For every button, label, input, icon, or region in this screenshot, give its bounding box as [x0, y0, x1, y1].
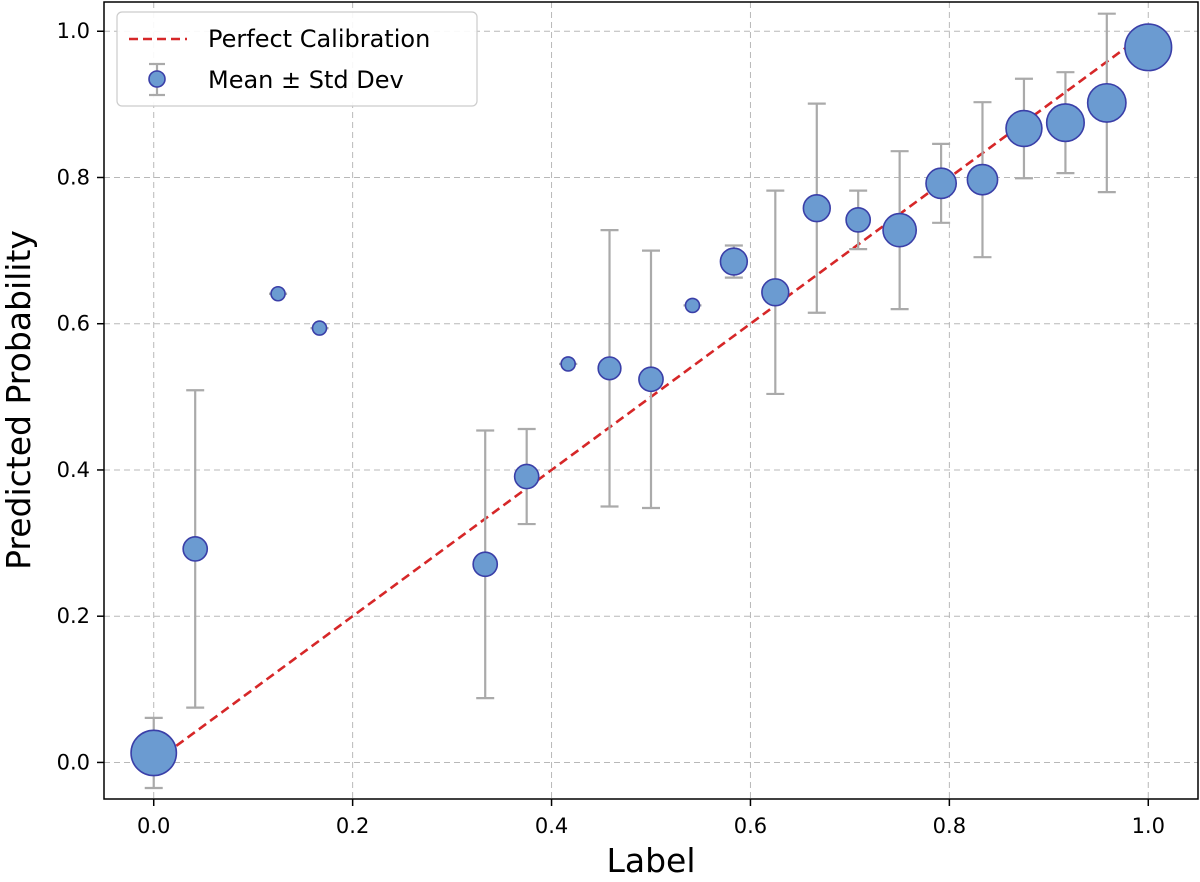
data-point [925, 167, 958, 200]
y-tick-label: 1.0 [57, 19, 90, 43]
data-point [1005, 109, 1043, 148]
data-point [1045, 103, 1085, 143]
y-tick-label: 0.4 [57, 458, 90, 482]
data-point [560, 356, 576, 372]
x-tick-label: 0.2 [336, 814, 369, 838]
data-point [1124, 23, 1173, 72]
data-point [761, 278, 790, 307]
data-point [966, 163, 999, 196]
y-tick-label: 0.8 [57, 165, 90, 189]
y-tick-label: 0.6 [57, 312, 90, 336]
data-point [719, 247, 749, 276]
legend-label-mean-std: Mean ± Std Dev [208, 66, 404, 94]
data-point [845, 207, 872, 233]
data-point [638, 366, 664, 393]
data-point [513, 463, 540, 490]
x-tick-label: 1.0 [1132, 814, 1165, 838]
data-point [472, 551, 499, 578]
data-point [182, 536, 209, 562]
legend-marker-icon [148, 70, 166, 88]
data-point [802, 193, 831, 223]
data-point [684, 297, 701, 314]
x-tick-label: 0.6 [734, 814, 767, 838]
x-tick-label: 0.0 [137, 814, 170, 838]
data-point [311, 320, 328, 336]
data-point [130, 729, 178, 777]
legend-label-perfect-calibration: Perfect Calibration [208, 25, 430, 53]
data-point [270, 285, 286, 302]
legend-box [116, 11, 478, 107]
x-tick-label: 0.4 [535, 814, 568, 838]
x-axis-title: Label [606, 841, 695, 878]
legend: Perfect Calibration Mean ± Std Dev [116, 11, 478, 107]
data-point [882, 212, 918, 248]
plot-frame [103, 1, 1199, 800]
y-tick-label: 0.2 [57, 604, 90, 628]
data-point [597, 356, 622, 381]
x-tick-label: 0.8 [933, 814, 966, 838]
y-tick-label: 0.0 [57, 750, 90, 774]
data-point [1086, 82, 1127, 123]
y-axis-title: Predicted Probability [0, 230, 38, 570]
